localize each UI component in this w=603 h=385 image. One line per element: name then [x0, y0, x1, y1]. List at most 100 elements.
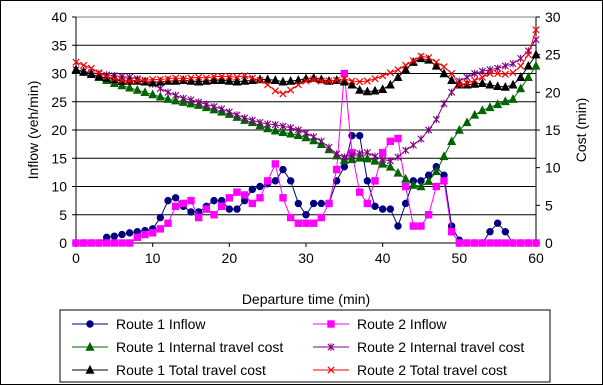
data-point [409, 141, 417, 149]
data-point [210, 196, 218, 205]
data-point [103, 72, 111, 81]
series [71, 26, 541, 247]
data-point [486, 69, 494, 78]
data-point [493, 239, 502, 247]
y2-axis-label: Cost (min) [573, 98, 589, 163]
data-point [508, 79, 518, 89]
legend-entry: Route 2 Total travel cost [313, 362, 507, 378]
series-1 [72, 69, 540, 247]
data-point [325, 143, 333, 152]
data-point [225, 205, 234, 213]
data-point [195, 98, 203, 106]
data-point [378, 148, 387, 157]
data-point [439, 68, 449, 78]
legend: Route 1 Inflow Route 2 Inflow Route 1 Inte… [72, 316, 524, 378]
data-point [470, 78, 480, 88]
data-point [210, 72, 218, 81]
data-point [241, 114, 249, 122]
y2-tick-label: 20 [545, 84, 561, 100]
legend-marker [85, 341, 95, 351]
data-point [141, 76, 149, 84]
data-point [385, 79, 395, 89]
data-point [509, 239, 517, 247]
data-point [470, 109, 480, 119]
data-point [87, 239, 96, 247]
data-point [271, 87, 279, 95]
data-point [386, 69, 394, 77]
y-tick-label: 0 [59, 235, 67, 251]
data-point [110, 232, 119, 240]
data-point [286, 177, 295, 185]
data-point [286, 75, 296, 85]
x-tick-label: 40 [375, 250, 391, 266]
data-point [132, 84, 142, 94]
data-point [448, 69, 456, 78]
data-point [477, 105, 487, 115]
data-point [302, 129, 310, 137]
legend-marker [327, 343, 335, 351]
data-point [140, 87, 150, 97]
data-point [72, 58, 80, 66]
data-point [531, 60, 541, 70]
legend-marker [327, 366, 335, 374]
data-point [164, 75, 172, 83]
data-point [408, 179, 418, 189]
data-point [401, 182, 410, 191]
data-point [95, 69, 103, 77]
data-point [494, 64, 502, 72]
data-point [348, 77, 356, 85]
data-point [309, 199, 318, 208]
legend-entry: Route 2 Internal travel cost [313, 339, 524, 355]
data-point [271, 121, 279, 129]
data-point [386, 137, 395, 146]
data-point [125, 229, 134, 237]
data-point [402, 146, 410, 155]
data-point [79, 239, 88, 247]
data-point [355, 188, 364, 196]
data-point [394, 134, 402, 143]
data-point [401, 199, 410, 208]
data-point [340, 153, 348, 161]
data-point [125, 239, 134, 247]
data-point [94, 71, 104, 81]
data-point [286, 213, 295, 222]
data-point [233, 73, 241, 81]
data-point [240, 191, 249, 199]
legend-entry: Route 1 Internal travel cost [72, 339, 283, 355]
legend-marker [85, 364, 95, 374]
data-point [264, 120, 272, 128]
data-point [232, 76, 242, 86]
data-point [133, 233, 142, 242]
data-point [218, 72, 226, 81]
data-point [509, 60, 517, 68]
data-point [470, 239, 479, 247]
data-point [294, 199, 303, 208]
data-point [455, 239, 464, 247]
data-point [362, 86, 372, 96]
x-tick-label: 50 [452, 250, 468, 266]
legend-box [59, 309, 551, 383]
data-point [500, 96, 510, 106]
data-point [356, 149, 364, 158]
data-point [72, 239, 80, 247]
data-point [501, 62, 509, 70]
data-point [371, 177, 379, 185]
data-point [270, 75, 280, 84]
data-point [163, 94, 173, 103]
x-tick-label: 10 [145, 250, 161, 266]
y-tick-label: 10 [51, 179, 67, 195]
data-point [155, 91, 165, 101]
data-point [378, 84, 388, 94]
data-point [486, 228, 494, 236]
data-point [179, 199, 188, 208]
data-point [310, 75, 318, 84]
data-point [248, 199, 257, 208]
data-point [379, 155, 387, 164]
data-point [402, 61, 410, 69]
data-point [210, 102, 218, 111]
y2-tick-label: 15 [545, 122, 561, 138]
data-point [279, 165, 287, 174]
data-point [218, 105, 226, 113]
x-axis-label: Departure time (min) [242, 291, 370, 307]
